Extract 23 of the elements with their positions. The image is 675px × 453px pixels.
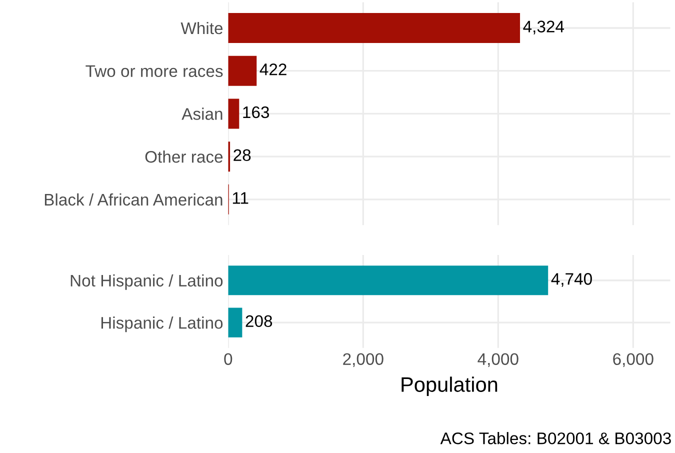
data-label: 4,324: [523, 20, 564, 34]
y-tick-label: Not Hispanic / Latino: [70, 274, 223, 290]
data-label: 11: [232, 192, 248, 204]
data-label: 4,740: [551, 273, 592, 287]
x-tick-label: 2,000: [343, 353, 384, 367]
data-label: 28: [234, 149, 251, 162]
data-label: 208: [246, 315, 272, 328]
bar: [228, 56, 257, 86]
y-tick-label: Two or more races: [86, 65, 223, 78]
bar: [228, 12, 520, 43]
bar: [228, 98, 240, 129]
data-label: 163: [243, 106, 270, 118]
x-axis-title: Population: [402, 376, 498, 396]
x-tick-label: 0: [224, 353, 232, 366]
x-tick-label: 6,000: [613, 353, 654, 367]
y-tick-label: White: [180, 22, 223, 34]
x-tick-label: 4,000: [478, 353, 518, 367]
data-label: 422: [260, 64, 286, 76]
y-tick-label: Other race: [145, 150, 223, 163]
text: ACS Tables: B02001 & B03003: [440, 432, 671, 444]
y-tick-label: Asian: [182, 108, 222, 120]
y-tick-label: Black / African American: [44, 193, 222, 206]
y-tick-label: Hispanic / Latino: [101, 316, 223, 332]
